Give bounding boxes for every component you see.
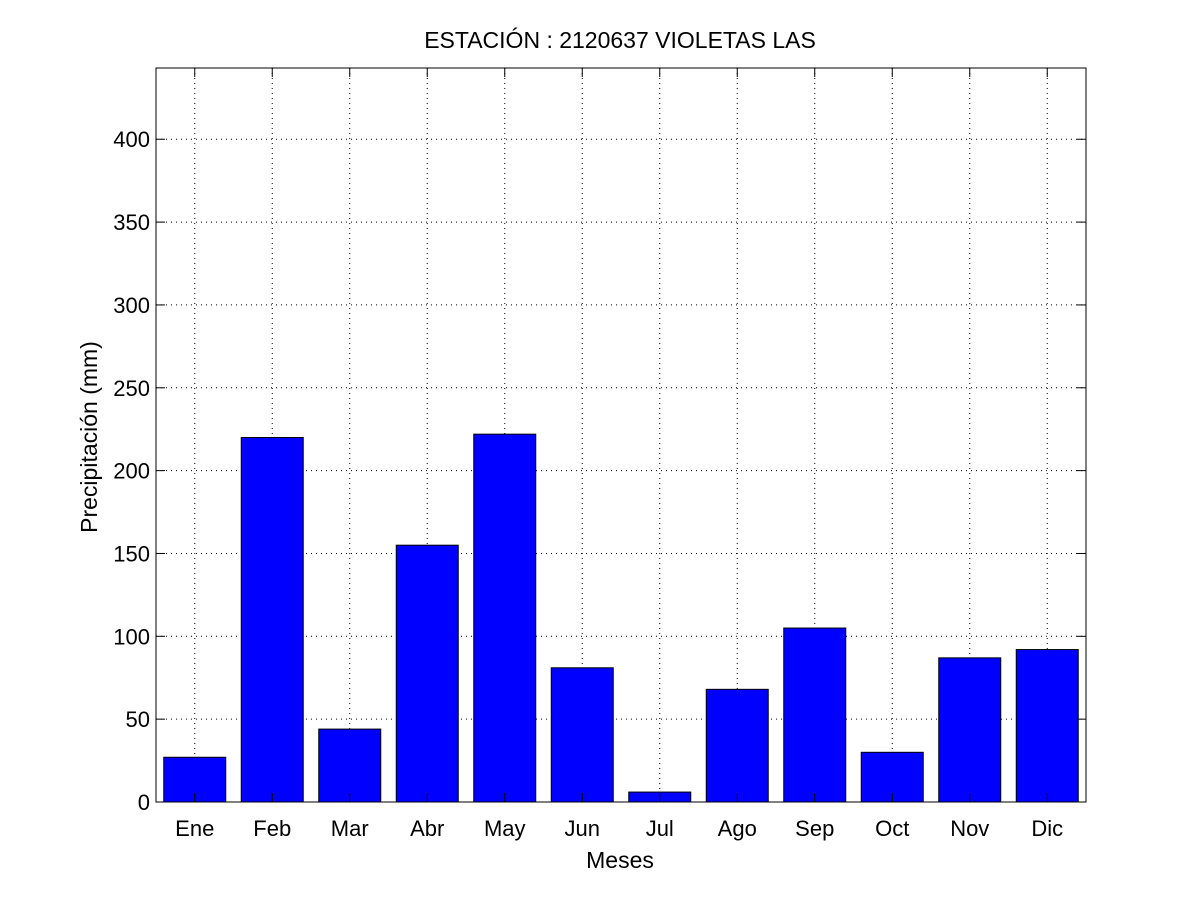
y-tick-label: 150 (113, 541, 150, 566)
bar-may (473, 433, 537, 803)
x-tick-label: Oct (875, 816, 909, 841)
y-tick-label: 0 (138, 790, 150, 815)
y-tick-label: 300 (113, 293, 150, 318)
y-tick-label: 100 (113, 624, 150, 649)
bar-abr (395, 544, 459, 803)
y-tick-label: 200 (113, 459, 150, 484)
x-tick-label: Dic (1031, 816, 1063, 841)
ticks-layer: 0 50 100 150 200 250 300 350 400 Ene Feb Mar Abr May J… (113, 68, 1086, 841)
y-axis-title: Precipitación (mm) (76, 341, 102, 533)
x-tick-label: Ene (175, 816, 214, 841)
x-tick-label: Jul (646, 816, 674, 841)
y-tick-label: 350 (113, 210, 150, 235)
bar-feb (240, 436, 304, 803)
x-tick-label: May (484, 816, 526, 841)
x-tick-label: Jun (565, 816, 600, 841)
plot-frame (155, 67, 1087, 803)
y-tick-label: 400 (113, 127, 150, 152)
x-tick-label: Feb (253, 816, 291, 841)
x-tick-label: Ago (718, 816, 757, 841)
x-axis-title: Meses (586, 847, 654, 873)
bar-jun (550, 667, 614, 803)
x-tick-label: Nov (950, 816, 989, 841)
bar-dic (1015, 649, 1079, 803)
bar-nov (938, 657, 1002, 803)
bar-mar (318, 728, 382, 803)
y-tick-label: 50 (126, 707, 150, 732)
bar-ago (705, 688, 769, 803)
grid-layer (156, 68, 1086, 802)
axes-layer (155, 67, 1087, 803)
x-tick-label: Mar (331, 816, 369, 841)
bar-sep (783, 627, 847, 803)
bars-layer (163, 433, 1079, 803)
x-tick-label: Sep (795, 816, 834, 841)
x-tick-label: Abr (410, 816, 444, 841)
chart-title: ESTACIÓN : 2120637 VIOLETAS LAS (424, 27, 816, 53)
y-tick-label: 250 (113, 376, 150, 401)
